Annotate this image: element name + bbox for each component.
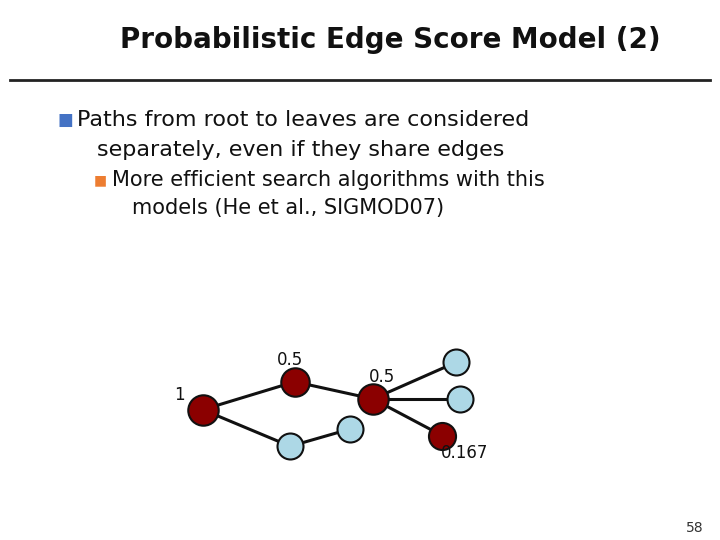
Text: 0.5: 0.5 [277,351,303,369]
Point [450,358,462,367]
Point [284,442,296,450]
Text: separately, even if they share edges: separately, even if they share edges [97,140,505,160]
Point [454,395,466,403]
Text: ■: ■ [57,111,73,129]
Text: More efficient search algorithms with this: More efficient search algorithms with th… [112,170,545,190]
Text: 0.167: 0.167 [441,444,489,462]
Point [436,431,448,440]
Point [344,425,356,434]
Text: 0.5: 0.5 [369,368,395,387]
Text: ■: ■ [94,173,107,187]
Text: Probabilistic Edge Score Model (2): Probabilistic Edge Score Model (2) [120,26,660,54]
Point [367,395,379,403]
Point [289,377,300,386]
Text: 58: 58 [686,521,704,535]
Point [197,406,209,414]
Text: Paths from root to leaves are considered: Paths from root to leaves are considered [77,110,529,130]
Text: 1: 1 [174,386,185,403]
Text: models (He et al., SIGMOD07): models (He et al., SIGMOD07) [132,198,444,218]
